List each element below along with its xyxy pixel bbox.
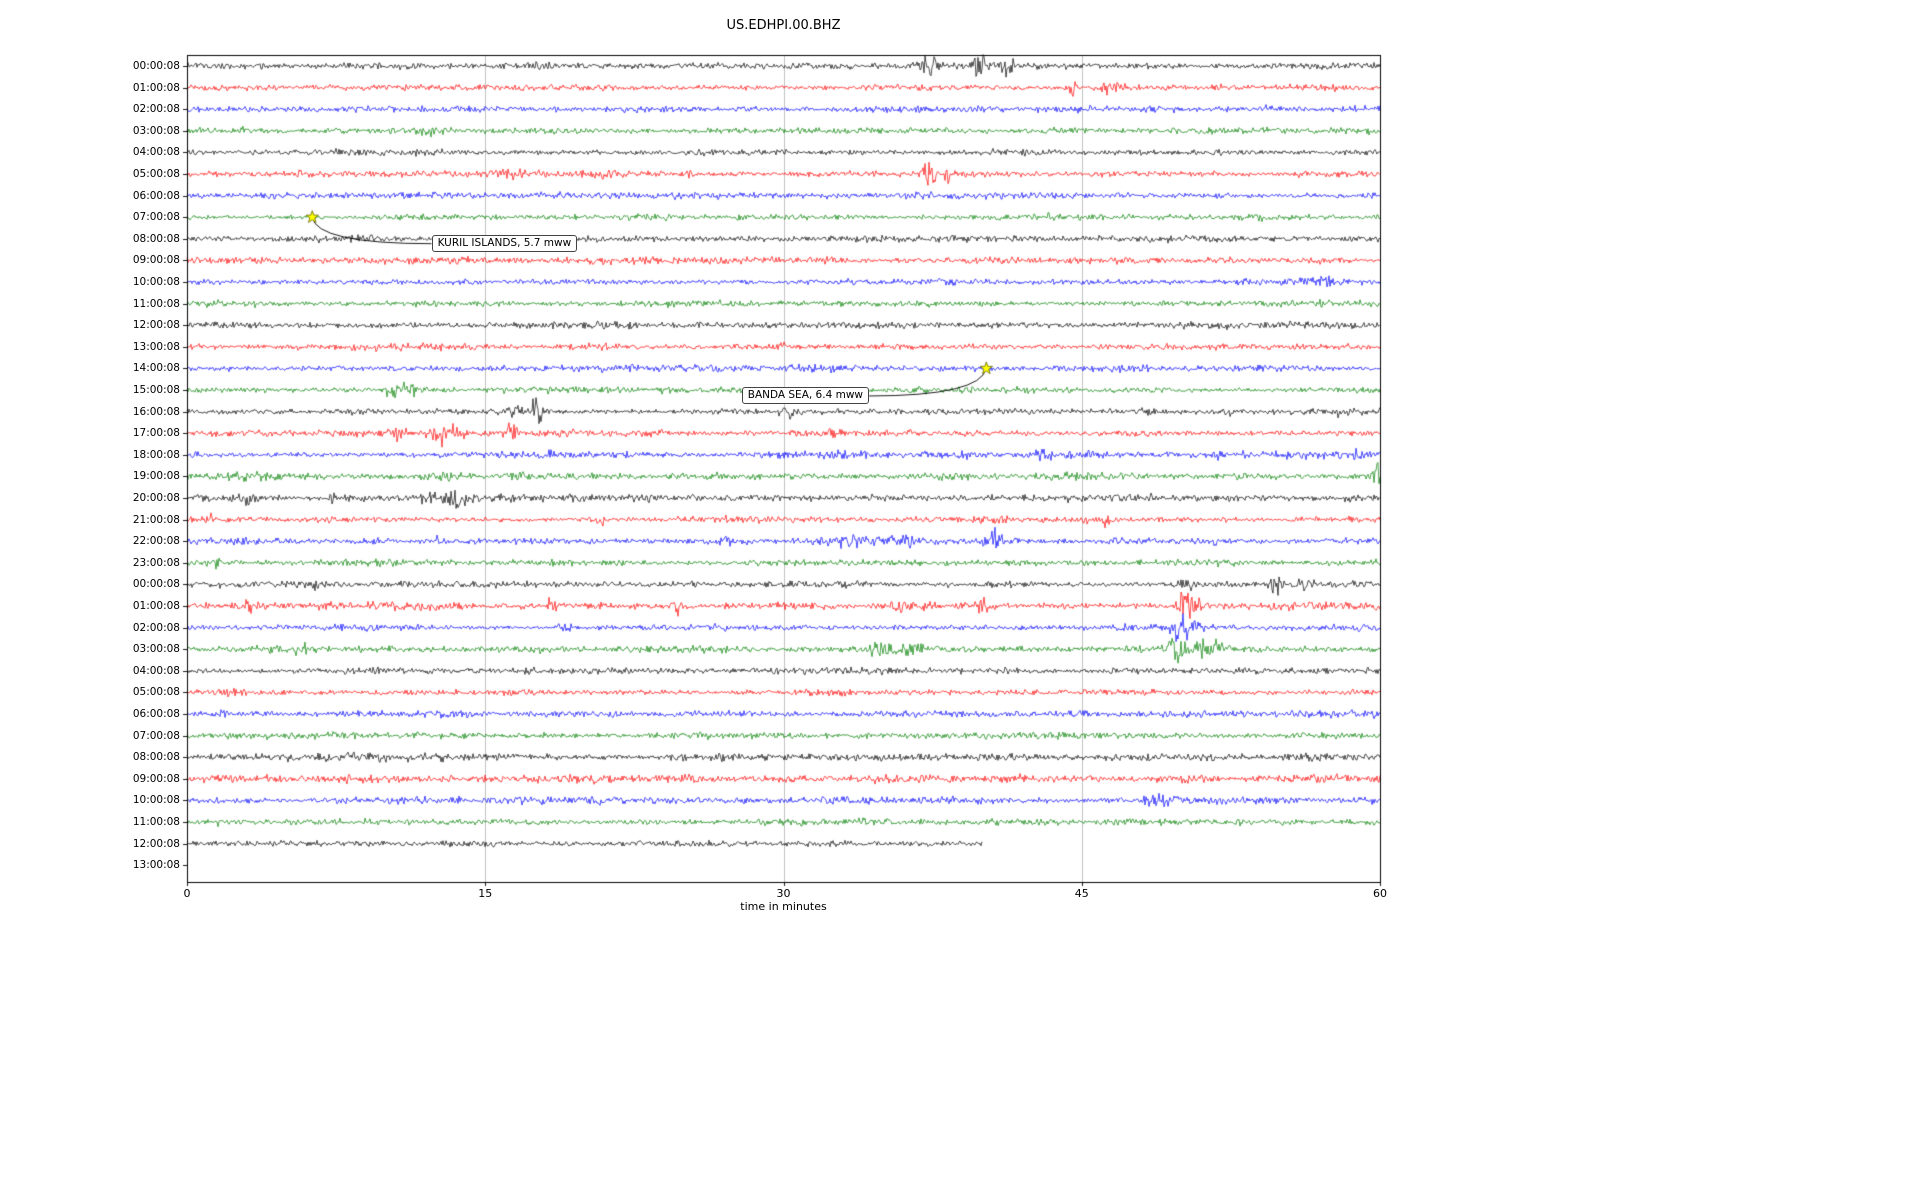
- event-label-kuril-islands: KURIL ISLANDS, 5.7 mww: [431, 235, 578, 253]
- row-label: 04:00:08: [132, 664, 180, 677]
- chart-title: US.EDHPI.00.BHZ: [726, 18, 841, 33]
- row-label: 16:00:08: [132, 405, 180, 418]
- row-label: 10:00:08: [132, 276, 180, 288]
- row-label: 15:00:08: [132, 384, 180, 396]
- row-label: 01:00:08: [132, 600, 180, 612]
- event-label-banda-sea: BANDA SEA, 6.4 mww: [741, 387, 869, 405]
- row-label: 00:00:08: [132, 60, 180, 72]
- row-label: 05:00:08: [132, 168, 180, 180]
- row-label: 01:00:08: [132, 81, 180, 94]
- row-label: 00:00:08: [132, 578, 180, 591]
- row-label: 06:00:08: [132, 189, 180, 202]
- row-label: 14:00:08: [132, 362, 180, 375]
- row-label: 08:00:08: [132, 751, 180, 764]
- row-label: 18:00:08: [132, 448, 180, 461]
- row-label: 05:00:08: [132, 686, 180, 699]
- row-label: 02:00:08: [132, 103, 180, 116]
- row-label: 09:00:08: [132, 254, 180, 267]
- row-label: 19:00:08: [132, 470, 180, 483]
- row-label: 11:00:08: [132, 816, 180, 828]
- x-tick-label: 60: [1373, 887, 1387, 900]
- row-label: 12:00:08: [132, 319, 180, 332]
- x-tick-label: 45: [1074, 887, 1089, 900]
- row-label: 22:00:08: [132, 535, 180, 548]
- row-label: 13:00:08: [132, 340, 180, 353]
- row-label: 09:00:08: [132, 772, 180, 785]
- x-axis-label: time in minutes: [740, 900, 827, 913]
- x-tick-label: 0: [183, 887, 191, 900]
- row-label: 12:00:08: [132, 837, 180, 850]
- row-label: 13:00:08: [132, 859, 180, 872]
- row-label: 03:00:08: [132, 124, 180, 137]
- row-label: 11:00:08: [132, 297, 180, 310]
- row-label: 08:00:08: [132, 232, 180, 245]
- row-label: 10:00:08: [132, 794, 180, 807]
- row-label: 23:00:08: [132, 556, 180, 569]
- row-label: 04:00:08: [132, 146, 180, 159]
- row-label: 07:00:08: [132, 211, 180, 224]
- row-label: 07:00:08: [132, 729, 180, 742]
- row-label: 02:00:08: [132, 621, 180, 634]
- row-label: 20:00:08: [132, 492, 180, 504]
- row-label: 21:00:08: [132, 513, 180, 526]
- x-tick-label: 15: [478, 887, 493, 900]
- row-label: 03:00:08: [132, 643, 180, 656]
- row-label: 06:00:08: [132, 708, 180, 720]
- x-tick-label: 30: [776, 887, 791, 900]
- row-label: 17:00:08: [132, 427, 180, 440]
